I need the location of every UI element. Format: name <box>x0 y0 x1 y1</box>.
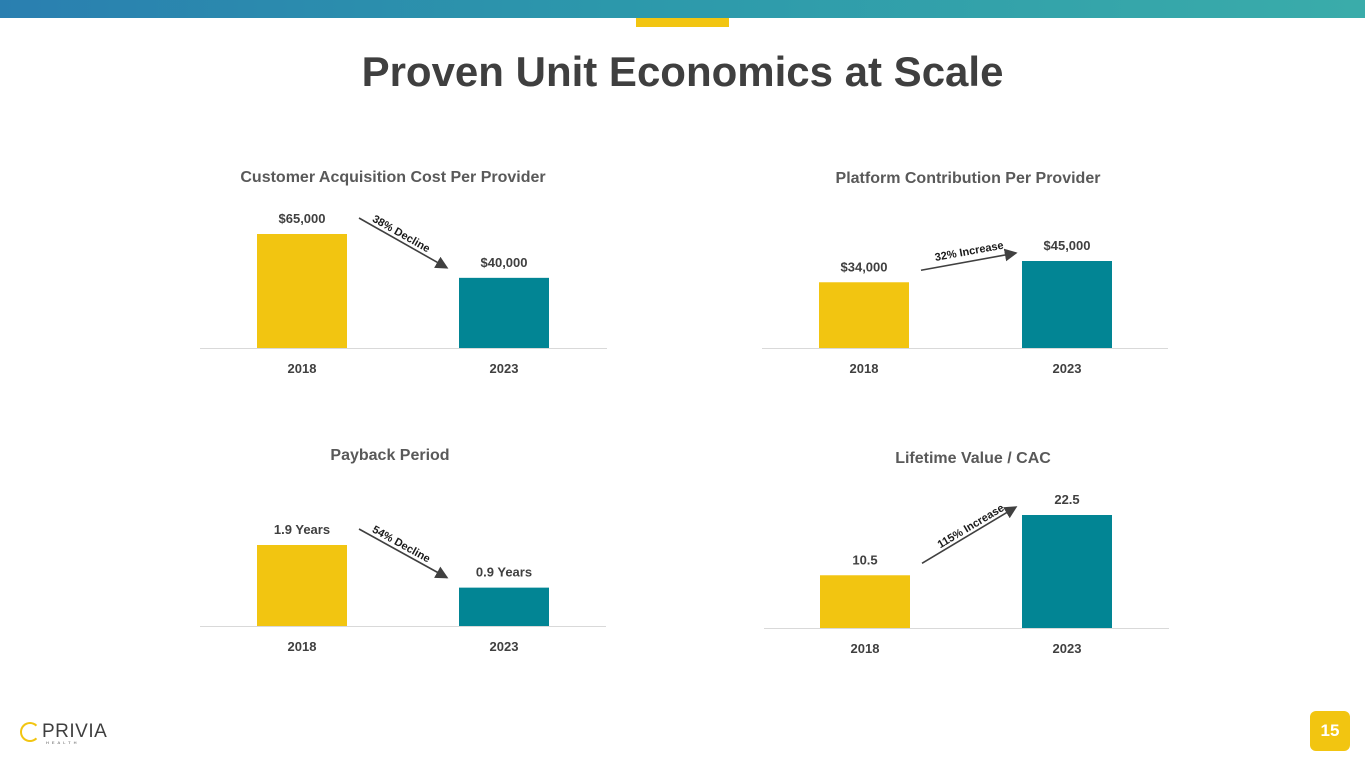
chart-3-trend-arrow <box>358 528 449 579</box>
chart-4-bar-2018 <box>820 575 910 628</box>
chart-3-value-label-2023: 0.9 Years <box>476 565 532 580</box>
chart-1-tick-2023: 2023 <box>490 361 519 376</box>
chart-4-value-label-2023: 22.5 <box>1054 492 1079 507</box>
chart-1-value-label-2023: $40,000 <box>481 255 528 270</box>
chart-4-annotation: 115% Increase <box>936 502 1007 551</box>
chart-3-bar-2018 <box>257 545 347 626</box>
chart-2-annotation: 32% Increase <box>934 240 1005 264</box>
chart-1-bar-2023 <box>459 277 549 348</box>
chart-2-trend-arrow <box>920 248 1018 272</box>
chart-1-trend-arrow <box>358 217 449 269</box>
chart-4-title: Lifetime Value / CAC <box>895 450 1051 467</box>
chart-3-annotation: 54% Decline <box>370 524 432 566</box>
page-title: Proven Unit Economics at Scale <box>361 48 1004 95</box>
chart-2-value-label-2018: $34,000 <box>841 259 888 274</box>
top-gradient-bar <box>0 0 1365 18</box>
chart-2-bar-2023 <box>1022 261 1112 348</box>
privia-logo: PRIVIA HEALTH <box>20 720 130 746</box>
chart-2-title: Platform Contribution Per Provider <box>836 170 1101 187</box>
chart-2-bar-2018 <box>819 282 909 348</box>
logo-subtext: HEALTH <box>46 740 80 745</box>
chart-1-value-label-2018: $65,000 <box>279 211 326 226</box>
chart-1-tick-2018: 2018 <box>288 361 317 376</box>
chart-3-title: Payback Period <box>330 447 449 464</box>
chart-1-bar-2018 <box>257 234 347 348</box>
chart-3-tick-2023: 2023 <box>490 639 519 654</box>
chart-4-value-label-2018: 10.5 <box>852 552 877 567</box>
chart-1-title: Customer Acquisition Cost Per Provider <box>240 169 545 186</box>
page-number: 15 <box>1310 711 1350 751</box>
chart-2-tick-2018: 2018 <box>850 361 879 376</box>
chart-4-tick-2018: 2018 <box>851 641 880 656</box>
logo-ring-icon <box>20 722 40 742</box>
chart-3-bar-2023 <box>459 587 549 626</box>
chart-3-value-label-2018: 1.9 Years <box>274 522 330 537</box>
chart-4-trend-arrow <box>921 506 1018 564</box>
chart-3-tick-2018: 2018 <box>288 639 317 654</box>
chart-4-bar-2023 <box>1022 515 1112 628</box>
chart-2-tick-2023: 2023 <box>1053 361 1082 376</box>
chart-1-annotation: 38% Decline <box>370 213 432 255</box>
chart-2-value-label-2023: $45,000 <box>1044 238 1091 253</box>
logo-text: PRIVIA <box>42 721 108 742</box>
top-accent-bar <box>636 18 729 27</box>
chart-4-tick-2023: 2023 <box>1053 641 1082 656</box>
